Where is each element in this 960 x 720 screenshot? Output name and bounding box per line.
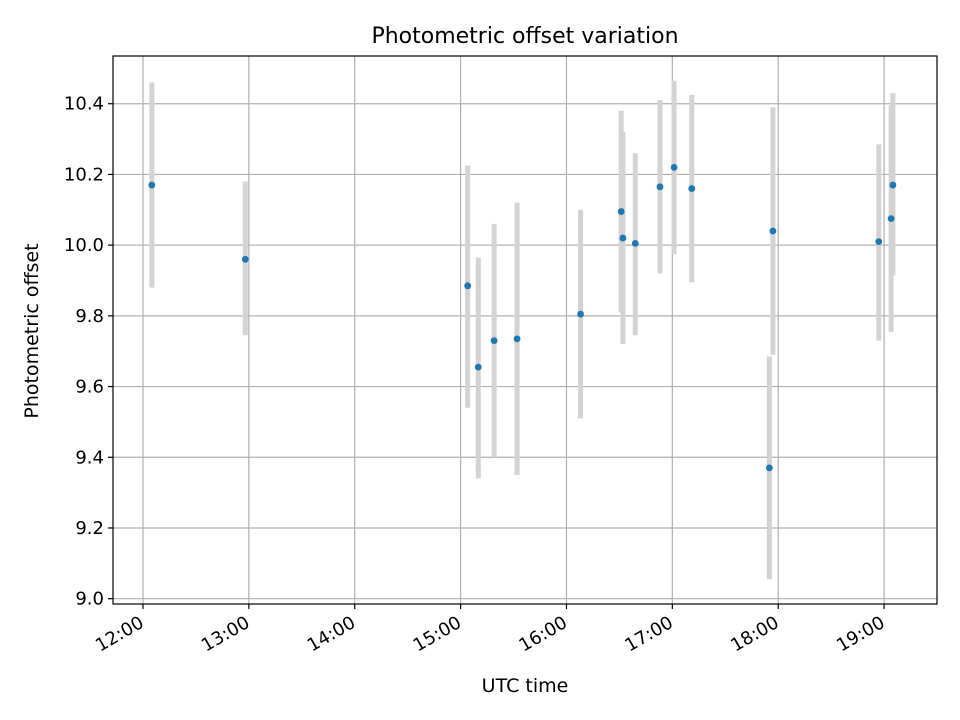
data-point	[688, 185, 696, 192]
data-point	[148, 181, 156, 189]
data-point	[464, 282, 472, 290]
data-point	[577, 310, 584, 318]
data-point	[889, 181, 897, 189]
data-points	[148, 163, 897, 472]
data-point	[513, 335, 521, 343]
data-point	[490, 337, 498, 345]
data-point	[617, 208, 625, 215]
y-axis-ticks: 9.0 9.2 9.4 9.6 9.8 10.0 10.2 10.4	[64, 94, 113, 610]
data-point	[241, 255, 249, 263]
data-point	[769, 227, 777, 235]
y-axis-label: Photometric offset	[21, 243, 43, 418]
x-axis-label: UTC time	[482, 675, 569, 697]
data-point	[765, 464, 773, 472]
y-tick-label: 10.0	[64, 235, 104, 256]
data-point	[619, 234, 627, 242]
chart-title: Photometric offset variation	[371, 24, 678, 49]
data-point	[631, 239, 639, 247]
y-tick-label: 9.4	[75, 447, 104, 468]
y-tick-label: 9.6	[75, 377, 104, 398]
grid	[113, 56, 937, 604]
data-point	[670, 163, 678, 171]
y-tick-label: 9.8	[75, 306, 104, 327]
y-tick-label: 9.0	[75, 589, 104, 610]
plot-frame	[112, 55, 938, 605]
y-tick-label: 9.2	[75, 518, 104, 539]
y-tick-label: 10.2	[64, 164, 104, 185]
y-tick-label: 10.4	[64, 94, 104, 115]
data-point	[656, 183, 664, 191]
data-point	[887, 215, 895, 223]
data-point	[875, 238, 883, 246]
data-point	[474, 363, 482, 371]
